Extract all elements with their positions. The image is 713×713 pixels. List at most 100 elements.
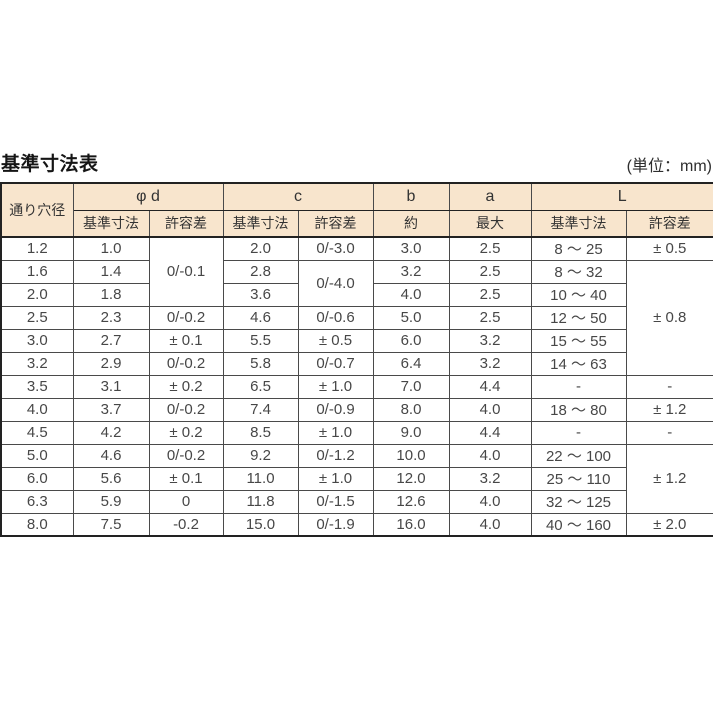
table-cell: 6.0 xyxy=(0,466,74,491)
table-cell: ± 2.0 xyxy=(625,512,713,537)
table-cell: ± 1.2 xyxy=(625,397,713,422)
table-header: 通り穴径 φ d c b a L 基準寸法 許容差 基準寸法 許容差 約 最大 … xyxy=(0,182,713,238)
table-cell: ± 0.8 xyxy=(625,259,713,376)
table-cell: 0/-0.7 xyxy=(297,351,374,376)
table-cell: 5.8 xyxy=(222,351,299,376)
page: 基準寸法表 (単位：mm) 通り穴径 φ d c b a L 基準寸 xyxy=(0,149,713,537)
table-cell: 4.2 xyxy=(72,420,150,445)
table-cell: - xyxy=(530,420,627,445)
table-row: 2.0 1.8 3.6 4.0 2.5 10 ～ 40 xyxy=(0,282,713,307)
col-header-a-max: 最大 xyxy=(448,209,532,238)
col-header-group-c: c xyxy=(222,182,374,211)
table-cell: 0/-0.2 xyxy=(148,397,224,422)
table-cell: 0 xyxy=(148,489,224,514)
table-cell: ± 0.2 xyxy=(148,420,224,445)
col-header-c-tolerance: 許容差 xyxy=(297,209,374,238)
table-cell: 1.2 xyxy=(0,236,74,261)
col-header-c-basic: 基準寸法 xyxy=(222,209,299,238)
table-cell: 5.0 xyxy=(0,443,74,468)
table-cell: 12.0 xyxy=(372,466,450,491)
table-cell: ± 0.5 xyxy=(625,236,713,261)
table-row: 4.5 4.2 ± 0.2 8.5 ± 1.0 9.0 4.4- - xyxy=(0,420,713,445)
col-header-group-b: b xyxy=(372,182,450,211)
table-cell: 10 ～ 40 xyxy=(530,282,627,307)
table-cell: 1.8 xyxy=(72,282,150,307)
table-cell: 3.0 xyxy=(372,236,450,261)
table-cell: 4.0 xyxy=(448,443,532,468)
dimension-table: 通り穴径 φ d c b a L 基準寸法 許容差 基準寸法 許容差 約 最大 … xyxy=(0,182,713,537)
table-cell: 6.3 xyxy=(0,489,74,514)
col-header-l-tolerance: 許容差 xyxy=(625,209,713,238)
table-cell: 4.6 xyxy=(222,305,299,330)
table-cell: 8 ～ 25 xyxy=(530,236,627,261)
table-cell: 5.5 xyxy=(222,328,299,353)
table-cell: ± 1.0 xyxy=(297,420,374,445)
table-cell: 8.5 xyxy=(222,420,299,445)
table-cell: 0/-0.6 xyxy=(297,305,374,330)
table-cell: 0/-0.2 xyxy=(148,351,224,376)
table-cell: 6.0 xyxy=(372,328,450,353)
table-cell: 3.5 xyxy=(0,374,74,399)
table-cell: - xyxy=(625,420,713,445)
table-cell: 18 ～ 80 xyxy=(530,397,627,422)
table-cell: 3.6 xyxy=(222,282,299,307)
table-cell: 11.0 xyxy=(222,466,299,491)
table-cell: 8.0 xyxy=(0,512,74,537)
table-cell: 5.9 xyxy=(72,489,150,514)
table-cell: 1.6 xyxy=(0,259,74,284)
table-cell: ± 0.1 xyxy=(148,328,224,353)
table-cell: 4.0 xyxy=(448,489,532,514)
table-cell: 7.5 xyxy=(72,512,150,537)
table-cell: 22 ～ 100 xyxy=(530,443,627,468)
table-cell: 4.5 xyxy=(0,420,74,445)
table-cell: 4.4 xyxy=(448,374,532,399)
table-cell: 3.1 xyxy=(72,374,150,399)
table-cell: 12.6 xyxy=(372,489,450,514)
title-row: 基準寸法表 (単位：mm) xyxy=(1,149,712,176)
table-cell: 3.2 xyxy=(448,351,532,376)
table-cell: 0/-0.2 xyxy=(148,443,224,468)
table-cell: 8 ～ 32 xyxy=(530,259,627,284)
table-body: 1.2 1.0 0/-0.1 2.0 0/-3.0 3.0 2.5 8 ～ 25 ± 0.5 1.… xyxy=(0,236,713,537)
table-row: 1.6 1.4 2.8 0/-4.0 3.2 2.5 8 ～ 32 ± 0.8 xyxy=(0,259,713,376)
table-cell: ± 1.0 xyxy=(297,374,374,399)
table-row: 6.3 5.9 0 11.8 0/-1.5 12.6 4.0 32 ～ 125 xyxy=(0,489,713,514)
table-cell: 4.0 xyxy=(372,282,450,307)
table-cell: ± 0.5 xyxy=(297,328,374,353)
table-cell: 5.0 xyxy=(372,305,450,330)
table-row: 1.2 1.0 0/-0.1 2.0 0/-3.0 3.0 2.5 8 ～ 25 ± 0.5 xyxy=(0,236,713,307)
table-cell: 0/-4.0 xyxy=(297,259,374,307)
table-cell: 40 ～ 160 xyxy=(530,512,627,537)
col-header-group-phi-d: φ d xyxy=(72,182,224,211)
table-cell: 32 ～ 125 xyxy=(530,489,627,514)
table-cell: 6.5 xyxy=(222,374,299,399)
table-cell: 3.2 xyxy=(372,259,450,284)
table-cell: ± 0.2 xyxy=(148,374,224,399)
table-cell: 2.5 xyxy=(0,305,74,330)
table-cell: 4.4 xyxy=(448,420,532,445)
table-cell: 2.5 xyxy=(448,236,532,261)
table-cell: 2.8 xyxy=(222,259,299,284)
col-header-d-basic: 基準寸法 xyxy=(72,209,150,238)
table-cell: 25 ～ 110 xyxy=(530,466,627,491)
table-cell: 0/-1.2 xyxy=(297,443,374,468)
table-cell: 9.2 xyxy=(222,443,299,468)
table-cell: 0/-3.0 xyxy=(297,236,374,261)
col-header-b-approx: 約 xyxy=(372,209,450,238)
table-cell: 3.2 xyxy=(0,351,74,376)
table-cell: 11.8 xyxy=(222,489,299,514)
table-cell: 5.6 xyxy=(72,466,150,491)
table-cell: 10.0 xyxy=(372,443,450,468)
table-row: 5.0 4.6 0/-0.2 9.2 0/-1.2 10.0 4.0 22 ～ 100 ± 1.… xyxy=(0,443,713,514)
unit-label: (単位：mm) xyxy=(626,158,712,175)
table-cell: -0.2 xyxy=(148,512,224,537)
table-cell: 4.0 xyxy=(448,512,532,537)
header-group-row: 通り穴径 φ d c b a L xyxy=(0,182,713,238)
table-cell: ± 1.0 xyxy=(297,466,374,491)
table-cell: 3.2 xyxy=(448,328,532,353)
table-cell: 12 ～ 50 xyxy=(530,305,627,330)
table-cell: 2.3 xyxy=(72,305,150,330)
table-row: 3.2 2.9 0/-0.2 5.8 0/-0.7 6.4 3.2 14 ～ 63 xyxy=(0,351,713,376)
table-cell: 4.0 xyxy=(448,397,532,422)
table-cell: 15.0 xyxy=(222,512,299,537)
